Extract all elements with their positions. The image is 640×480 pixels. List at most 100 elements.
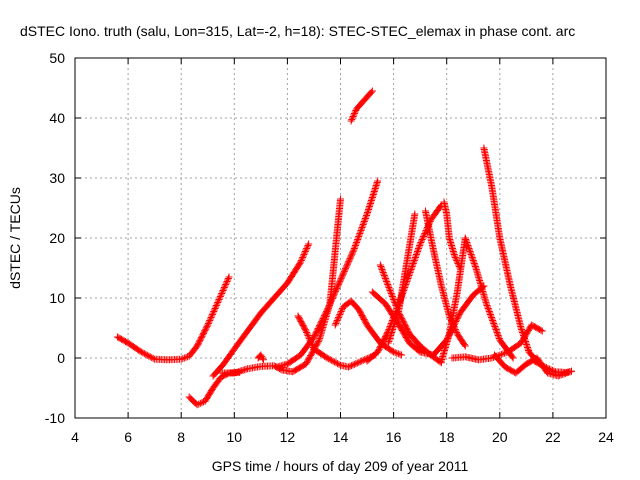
data-point — [298, 255, 306, 263]
data-point — [142, 350, 150, 358]
data-point — [328, 296, 336, 304]
data-point — [492, 326, 500, 333]
data-point — [355, 233, 363, 240]
data-point — [180, 354, 188, 362]
data-point — [406, 269, 414, 276]
data-point — [454, 260, 462, 267]
y-tick-label: 10 — [49, 290, 65, 306]
data-point — [345, 256, 353, 264]
data-point — [356, 228, 364, 236]
data-point — [497, 350, 505, 358]
data-point — [502, 349, 510, 357]
data-point — [419, 234, 427, 242]
data-point — [381, 273, 389, 281]
x-tick-label: 24 — [598, 429, 614, 445]
data-point — [316, 320, 324, 328]
data-point — [343, 262, 351, 270]
y-tick-label: 40 — [49, 110, 65, 126]
data-point — [362, 213, 370, 221]
data-point — [359, 222, 367, 230]
data-point — [410, 258, 418, 266]
data-point — [196, 399, 204, 407]
data-point — [258, 353, 266, 361]
data-point — [212, 302, 220, 309]
data-point — [350, 111, 358, 119]
data-point — [338, 272, 346, 280]
data-point — [313, 327, 321, 335]
data-point — [466, 246, 474, 254]
data-point — [343, 260, 351, 268]
data-point — [350, 246, 358, 254]
data-point — [307, 339, 315, 347]
data-point — [419, 233, 427, 240]
data-point — [415, 245, 423, 252]
data-point — [415, 243, 423, 251]
data-point — [325, 355, 333, 363]
y-tick-label: -10 — [45, 410, 65, 426]
data-point — [257, 351, 265, 359]
data-point — [148, 354, 156, 362]
data-point — [410, 257, 418, 264]
data-point — [469, 255, 477, 263]
data-point — [462, 236, 470, 243]
x-tick-label: 14 — [333, 429, 349, 445]
data-point — [408, 263, 416, 270]
data-point — [547, 366, 555, 374]
series — [209, 240, 313, 380]
data-point — [356, 230, 364, 237]
data-point — [465, 245, 473, 252]
data-point — [145, 352, 153, 360]
data-point — [198, 399, 206, 407]
data-point — [421, 228, 429, 236]
data-point — [344, 259, 352, 267]
data-point — [331, 358, 339, 366]
data-point — [221, 282, 229, 290]
data-point — [391, 349, 399, 357]
data-point — [455, 263, 463, 270]
data-point — [389, 294, 397, 302]
data-point — [383, 279, 391, 287]
x-tick-label: 6 — [124, 429, 132, 445]
data-point — [349, 249, 357, 257]
data-point — [540, 362, 548, 370]
data-point — [207, 314, 215, 321]
data-point — [463, 240, 471, 248]
data-point — [303, 330, 311, 338]
data-point — [451, 254, 459, 261]
data-point — [205, 318, 213, 326]
data-point — [218, 288, 226, 296]
data-point — [351, 108, 359, 116]
data-point — [303, 245, 311, 252]
data-point — [304, 332, 312, 339]
data-point — [538, 327, 546, 335]
data-point — [137, 348, 145, 356]
data-point — [218, 290, 226, 297]
data-point — [335, 280, 343, 288]
data-point — [494, 332, 502, 339]
series — [480, 144, 541, 365]
x-tick-label: 8 — [177, 429, 185, 445]
data-point — [464, 243, 472, 251]
data-point — [342, 263, 350, 271]
data-point — [361, 216, 369, 224]
data-point — [344, 363, 352, 371]
data-point — [380, 272, 388, 279]
series — [384, 210, 419, 347]
data-point — [358, 224, 366, 231]
series — [331, 297, 406, 359]
data-point — [224, 275, 232, 282]
data-point — [149, 354, 157, 362]
data-point — [383, 278, 391, 285]
data-point — [321, 310, 329, 318]
data-point — [318, 317, 326, 325]
data-point — [350, 360, 358, 368]
data-point — [488, 314, 496, 321]
x-tick-label: 16 — [386, 429, 402, 445]
data-point — [323, 307, 331, 315]
data-point — [335, 360, 343, 368]
data-point — [418, 236, 426, 243]
data-point — [305, 335, 313, 342]
data-point — [456, 264, 464, 272]
data-point — [468, 252, 476, 260]
data-point — [143, 351, 151, 359]
